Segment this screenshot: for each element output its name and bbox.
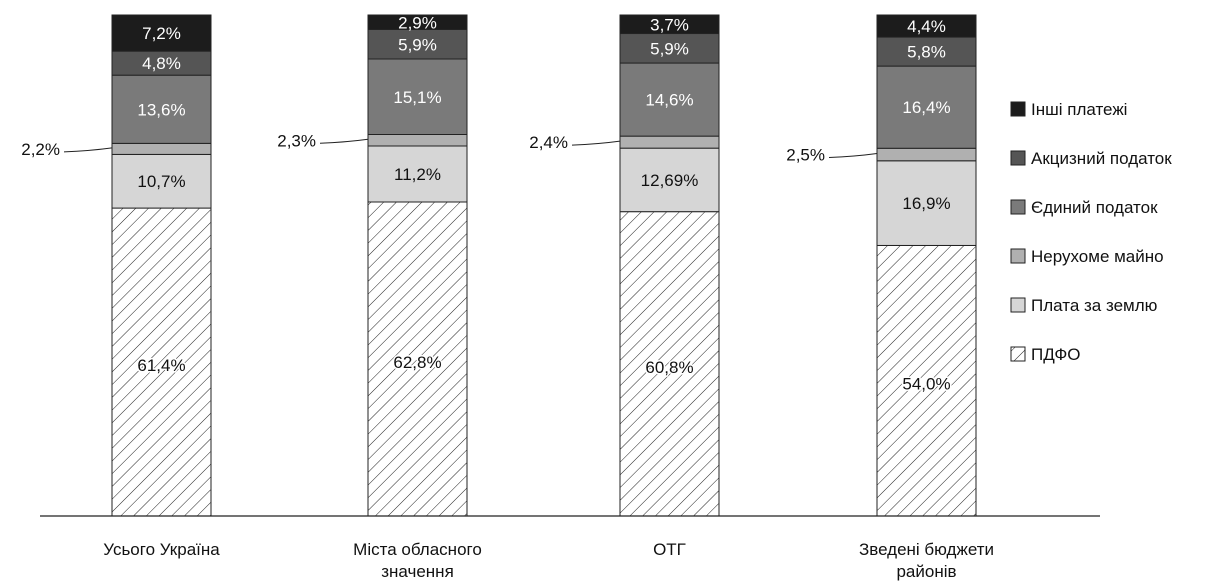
bar-segment-5-cat-3 bbox=[619, 33, 720, 64]
category-label: Міста обласного bbox=[353, 540, 482, 559]
legend-label: Акцизний податок bbox=[1031, 149, 1172, 168]
bar-segment-5-cat-4 bbox=[876, 36, 977, 67]
bar-segment-6-cat-1 bbox=[111, 14, 212, 52]
data-label: 5,8% bbox=[907, 43, 946, 62]
category-label: Усього Україна bbox=[103, 540, 220, 559]
bar-segment-6-cat-4 bbox=[876, 14, 977, 38]
data-label: 10,7% bbox=[137, 172, 185, 191]
leader-line bbox=[571, 140, 621, 146]
bar-segment-4-cat-4 bbox=[876, 65, 977, 149]
bar-segment-3-cat-2 bbox=[367, 134, 468, 147]
bar-segment-2-cat-4 bbox=[876, 160, 977, 246]
legend-label: Плата за землю bbox=[1031, 296, 1158, 315]
bar-segment-6-cat-3 bbox=[619, 14, 720, 35]
data-label-outside: 2,5% bbox=[786, 146, 825, 165]
legend-label: ПДФО bbox=[1031, 345, 1081, 364]
leader-line bbox=[63, 147, 113, 153]
legend-label: Інші платежі bbox=[1031, 100, 1127, 119]
category-label: ОТГ bbox=[653, 540, 686, 559]
legend-swatch bbox=[1010, 101, 1026, 117]
data-label: 11,2% bbox=[394, 165, 441, 184]
data-label: 61,4% bbox=[137, 356, 185, 375]
bar-segment-4-cat-3 bbox=[619, 62, 720, 137]
bar-segment-1-cat-3 bbox=[619, 211, 720, 517]
category-label: районів bbox=[896, 562, 956, 581]
bar-segment-5-cat-1 bbox=[111, 50, 212, 76]
leader-line bbox=[319, 138, 369, 144]
bar-segment-3-cat-1 bbox=[111, 142, 212, 155]
legend-swatch bbox=[1010, 248, 1026, 264]
bar-segment-2-cat-2 bbox=[367, 145, 468, 203]
data-label: 7,2% bbox=[142, 24, 181, 43]
bar-segment-4-cat-2 bbox=[367, 58, 468, 135]
legend: Інші платежі Акцизний податок Єдиний подат… bbox=[1010, 100, 1172, 364]
data-label-outside: 2,4% bbox=[529, 133, 568, 152]
data-label: 12,69% bbox=[641, 171, 699, 190]
data-label: 4,4% bbox=[907, 17, 946, 36]
data-label-outside: 2,3% bbox=[277, 131, 316, 150]
legend-swatch bbox=[1010, 346, 1026, 362]
bar-segment-1-cat-4 bbox=[876, 244, 977, 517]
bars-group: 61,4% 10,7% 13,6% 4,8% 7,2% 62,8% 11,2% 15,1% 5,… bbox=[111, 13, 977, 517]
legend-swatch bbox=[1010, 297, 1026, 313]
category-label: Зведені бюджети bbox=[859, 540, 994, 559]
legend-swatch bbox=[1010, 199, 1026, 215]
data-label: 3,7% bbox=[650, 15, 689, 34]
data-label: 16,9% bbox=[902, 194, 950, 213]
bar-segment-1-cat-1 bbox=[111, 207, 212, 517]
bar-segment-3-cat-4 bbox=[876, 147, 977, 162]
category-labels: Усього Україна Міста обласного значення ОТГ… bbox=[103, 540, 994, 581]
bar-segment-1-cat-2 bbox=[367, 201, 468, 517]
leader-line bbox=[828, 153, 878, 159]
data-label: 15,1% bbox=[393, 88, 441, 107]
category-label: значення bbox=[381, 562, 454, 581]
bar-segment-5-cat-2 bbox=[367, 29, 468, 60]
data-label-outside: 2,2% bbox=[21, 140, 60, 159]
bar-segment-6-cat-2 bbox=[367, 14, 468, 30]
data-label: 5,9% bbox=[398, 35, 437, 54]
data-label: 14,6% bbox=[645, 91, 693, 110]
bar-segment-2-cat-1 bbox=[111, 153, 212, 209]
legend-label: Нерухоме майно bbox=[1031, 247, 1164, 266]
data-label: 13,6% bbox=[137, 100, 185, 119]
bar-segment-2-cat-3 bbox=[619, 147, 720, 213]
data-label: 5,9% bbox=[650, 39, 689, 58]
legend-label: Єдиний податок bbox=[1031, 198, 1158, 217]
legend-swatch bbox=[1010, 150, 1026, 166]
data-label: 54,0% bbox=[902, 375, 950, 394]
data-label: 4,8% bbox=[142, 54, 181, 73]
data-label: 60,8% bbox=[645, 358, 693, 377]
bar-segment-3-cat-3 bbox=[619, 135, 720, 149]
callouts-group: 2,2% 2,3% 2,4% 2,5% bbox=[21, 131, 878, 165]
data-label: 2,9% bbox=[398, 13, 437, 32]
data-label: 16,4% bbox=[902, 98, 950, 117]
data-label: 62,8% bbox=[393, 353, 441, 372]
